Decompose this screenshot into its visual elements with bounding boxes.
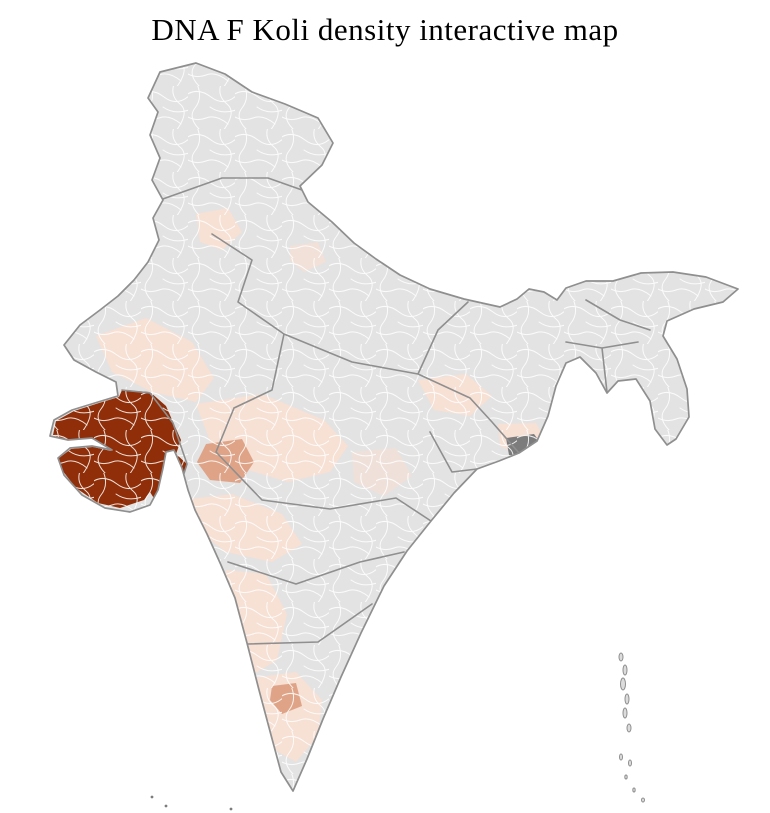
lakshadweep-islets	[150, 795, 233, 811]
page-title: DNA F Koli density interactive map	[151, 12, 619, 47]
district-borders	[50, 63, 738, 791]
andaman-nicobar-islands[interactable]	[618, 652, 645, 803]
